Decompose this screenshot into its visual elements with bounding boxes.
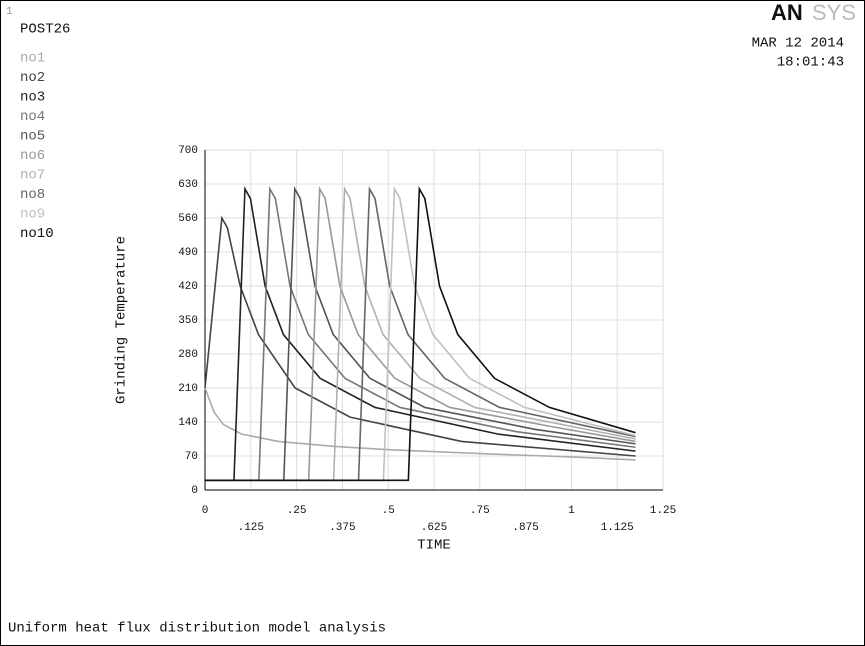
y-tick-label: 280: [178, 349, 198, 361]
series-line: [205, 186, 636, 482]
y-tick-label: 70: [185, 451, 198, 463]
brand-bold: AN: [771, 0, 803, 25]
y-tick-label: 350: [178, 315, 198, 327]
y-tick-label: 490: [178, 247, 198, 259]
program-label: POST26: [20, 22, 70, 38]
x-tick-label: .75: [470, 505, 490, 517]
legend-entry: no7: [20, 168, 45, 184]
x-tick-label: .25: [287, 505, 307, 517]
footer-title: Uniform heat flux distribution model ana…: [8, 621, 386, 637]
y-tick-label: 140: [178, 417, 198, 429]
date: MAR 12 2014: [752, 36, 844, 52]
y-tick-label: 700: [178, 145, 198, 157]
y-axis-label: Grinding Temperature: [114, 236, 130, 404]
x-tick-label: .125: [238, 522, 264, 534]
brand-light: SYS: [812, 0, 856, 25]
legend-entry: no1: [20, 51, 45, 67]
x-tick-label: .5: [382, 505, 395, 517]
x-tick-label: .625: [421, 522, 447, 534]
series-line: [205, 186, 636, 482]
y-tick-label: 0: [191, 485, 198, 497]
x-axis-label: TIME: [417, 538, 451, 554]
series-line: [205, 186, 636, 482]
legend-entry: no3: [20, 90, 45, 106]
legend-entry: no4: [20, 109, 45, 125]
y-tick-label: 560: [178, 213, 198, 225]
window-number: 1: [6, 6, 13, 18]
x-tick-label: 1.125: [601, 522, 634, 534]
y-tick-label: 420: [178, 281, 198, 293]
series-line: [205, 186, 636, 482]
series-line: [205, 186, 636, 482]
legend-entry: no9: [20, 207, 45, 223]
legend-entry: no8: [20, 187, 45, 203]
x-tick-label: .375: [329, 522, 355, 534]
series-line: [205, 186, 636, 482]
time: 18:01:43: [777, 55, 844, 71]
x-tick-label: .875: [512, 522, 538, 534]
y-tick-label: 630: [178, 179, 198, 191]
legend-entry: no5: [20, 129, 45, 145]
x-tick-label: 1.25: [650, 505, 676, 517]
x-tick-label: 1: [568, 505, 575, 517]
series-line: [204, 387, 636, 461]
y-tick-label: 210: [178, 383, 198, 395]
legend-entry: no2: [20, 70, 45, 86]
series-line: [205, 186, 636, 482]
series-line: [205, 186, 636, 482]
legend-entry: no6: [20, 148, 45, 164]
x-tick-label: 0: [202, 505, 209, 517]
legend-entry: no10: [20, 226, 54, 242]
series-line: [204, 215, 636, 457]
